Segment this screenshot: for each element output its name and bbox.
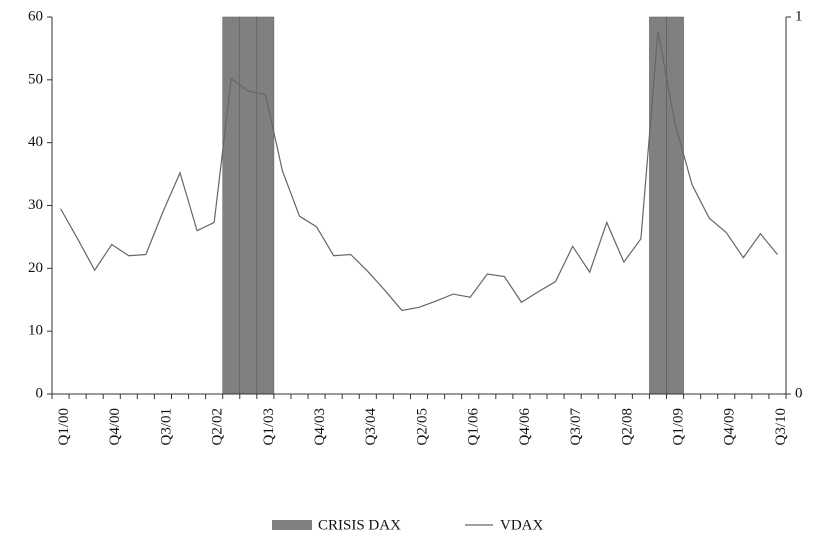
x-tick-label: Q4/00 bbox=[107, 408, 123, 446]
legend-label: VDAX bbox=[500, 517, 543, 533]
y-tick-label: 30 bbox=[28, 197, 43, 213]
x-tick-label: Q1/06 bbox=[466, 408, 482, 446]
crisis-bar bbox=[666, 16, 684, 395]
x-tick-label: Q4/06 bbox=[517, 408, 533, 446]
legend-swatch bbox=[272, 520, 312, 530]
y-tick-label: 40 bbox=[28, 134, 43, 150]
y-tick-label: 10 bbox=[28, 323, 43, 339]
x-tick-label: Q3/01 bbox=[158, 408, 174, 446]
legend-label: CRISIS DAX bbox=[318, 517, 401, 533]
x-tick-label: Q2/08 bbox=[619, 408, 635, 446]
crisis-bar bbox=[256, 16, 275, 395]
x-tick-label: Q4/03 bbox=[312, 408, 328, 446]
x-tick-label: Q1/09 bbox=[670, 408, 686, 446]
y-tick-label: 0 bbox=[36, 385, 44, 401]
x-tick-label: Q3/04 bbox=[363, 408, 379, 446]
y-tick-label: 50 bbox=[28, 71, 43, 87]
x-tick-label: Q3/07 bbox=[568, 408, 584, 446]
x-tick-label: Q1/03 bbox=[261, 408, 277, 446]
x-tick-label: Q2/05 bbox=[414, 408, 430, 446]
x-tick-label: Q1/00 bbox=[56, 408, 72, 446]
crisis-bar bbox=[239, 16, 258, 395]
y2-tick-label: 0 bbox=[795, 385, 803, 401]
y-tick-label: 60 bbox=[28, 8, 43, 24]
x-tick-label: Q4/09 bbox=[722, 408, 738, 446]
x-tick-label: Q3/10 bbox=[773, 408, 789, 446]
vdax-line bbox=[60, 31, 778, 312]
crisis-bar bbox=[649, 16, 667, 395]
y-tick-label: 20 bbox=[28, 260, 43, 276]
y2-tick-label: 1 bbox=[795, 8, 803, 24]
x-tick-label: Q2/02 bbox=[210, 408, 226, 446]
crisis-bar bbox=[222, 16, 241, 395]
